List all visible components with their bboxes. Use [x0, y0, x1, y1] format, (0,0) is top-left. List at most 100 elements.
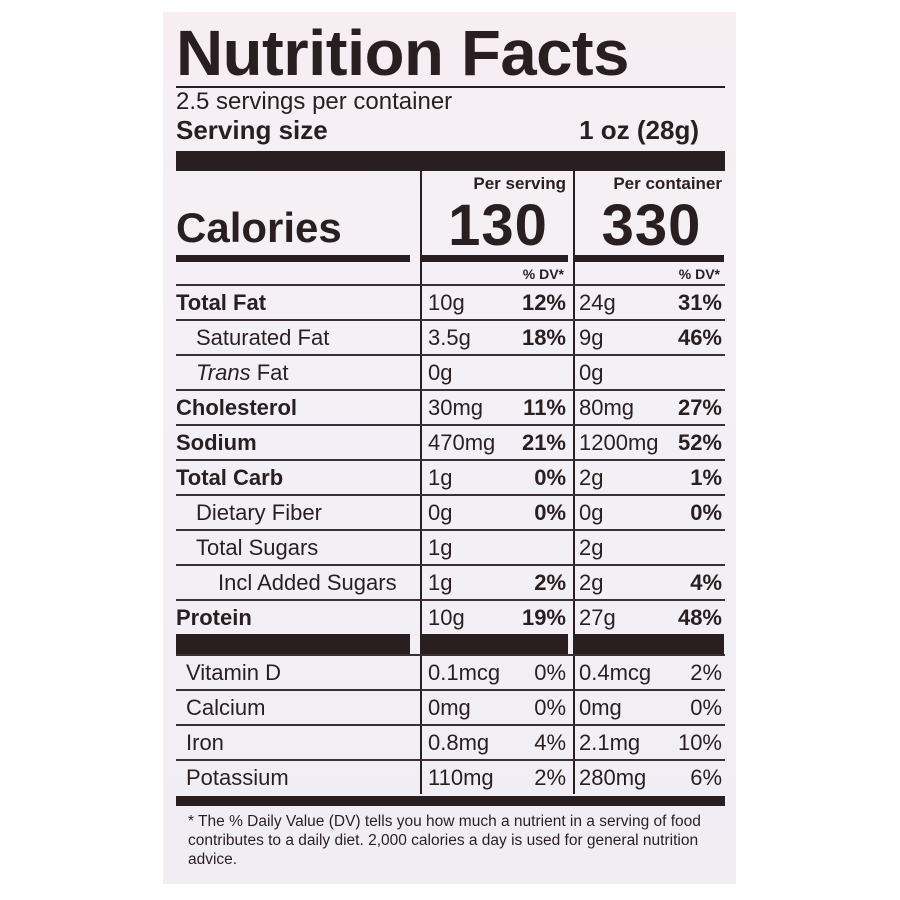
calories-divider [176, 255, 725, 262]
nutrient-row: Total Fat 10g 12% 24g 31% [176, 284, 725, 319]
column-header-row: Per serving Per container [176, 171, 725, 197]
per-container-cell: 2g 1% [573, 461, 724, 494]
per-container-cell: 27g 48% [573, 601, 724, 634]
per-container-cell: 0mg 0% [573, 691, 724, 724]
per-container-cell: 2.1mg 10% [573, 726, 724, 759]
amount: 0.4mcg [579, 660, 652, 685]
daily-value-footnote: * The % Daily Value (DV) tells you how m… [188, 813, 701, 868]
nutrient-name: Dietary Fiber [196, 500, 322, 525]
per-container-cell: 280mg 6% [573, 761, 724, 794]
dv-header-serving: % DV* [420, 262, 568, 284]
vitamin-row: Vitamin D 0.1mcg 0% 0.4mcg 2% [176, 654, 725, 689]
daily-value: 1% [690, 465, 722, 490]
servings-per-container: 2.5 servings per container [176, 88, 453, 115]
daily-value: 0% [534, 695, 566, 720]
amount: 110mg [428, 765, 494, 790]
vitamin-name: Potassium [186, 765, 289, 790]
nutrient-name: Total Fat [176, 290, 267, 315]
daily-value: 19% [521, 605, 566, 630]
per-serving-header: Per serving [420, 171, 568, 197]
per-serving-cell: 0.8mg 4% [420, 726, 568, 759]
amount: 2.1mg [579, 730, 641, 755]
per-container-cell: 2g 4% [573, 566, 724, 599]
daily-value: 0% [690, 695, 722, 720]
amount: 9g [579, 325, 604, 350]
daily-value: 0% [690, 500, 722, 525]
nutrient-row: Dietary Fiber 0g 0% 0g 0% [176, 494, 725, 529]
daily-value: 21% [521, 430, 566, 455]
per-container-cell: 2g [573, 531, 724, 564]
daily-value: 2% [534, 765, 566, 790]
serving-size-row: Serving size 1 oz (28g) [176, 115, 725, 145]
per-container-cell: 24g 31% [573, 286, 724, 319]
daily-value: 27% [677, 395, 722, 420]
per-serving-cell: 10g 19% [420, 601, 568, 634]
nutrient-row: Total Carb 1g 0% 2g 1% [176, 459, 725, 494]
serving-size-label: Serving size [176, 115, 328, 145]
daily-value: 2% [690, 660, 722, 685]
daily-value: 0% [534, 465, 566, 490]
per-serving-cell: 3.5g 18% [420, 321, 568, 354]
per-serving-cell: 0.1mcg 0% [420, 656, 568, 689]
per-serving-cell: 1g 2% [420, 566, 568, 599]
nutrient-row: Total Sugars 1g 2g [176, 529, 725, 564]
nutrient-row: Protein 10g 19% 27g 48% [176, 599, 725, 634]
per-container-cell: 0g 0% [573, 496, 724, 529]
nutrient-name: Total Sugars [196, 535, 319, 560]
per-serving-cell: 1g 0% [420, 461, 568, 494]
calories-per-container: 330 [573, 197, 724, 255]
calories-row: Calories 130 330 [176, 197, 725, 255]
amount: 1200mg [579, 430, 659, 455]
amount: 1g [428, 465, 453, 490]
vitamin-divider [176, 634, 725, 654]
daily-value: 46% [677, 325, 722, 350]
per-serving-cell: 30mg 11% [420, 391, 568, 424]
amount: 0g [579, 360, 604, 385]
nutrient-name: Total Carb [176, 465, 284, 490]
amount: 1g [428, 570, 453, 595]
amount: 0.8mg [428, 730, 490, 755]
per-container-cell: 80mg 27% [573, 391, 724, 424]
per-container-cell: 0g [573, 356, 724, 389]
footnote-divider [176, 796, 725, 806]
amount: 0mg [428, 695, 471, 720]
nutrient-name: Protein [176, 605, 252, 630]
amount: 1g [428, 535, 453, 560]
nutrient-name: Sodium [176, 430, 257, 455]
amount: 0.1mcg [428, 660, 501, 685]
amount: 80mg [579, 395, 635, 420]
daily-value: 2% [534, 570, 566, 595]
vitamin-name: Vitamin D [186, 660, 281, 685]
daily-value: 48% [677, 605, 722, 630]
amount: 280mg [579, 765, 647, 790]
per-serving-cell: 10g 12% [420, 286, 568, 319]
per-serving-cell: 110mg 2% [420, 761, 568, 794]
serving-size-value: 1 oz (28g) [579, 115, 699, 145]
vitamin-row: Calcium 0mg 0% 0mg 0% [176, 689, 725, 724]
nutrient-name: Trans Fat [196, 360, 289, 385]
per-container-cell: 9g 46% [573, 321, 724, 354]
amount: 470mg [428, 430, 496, 455]
per-serving-cell: 0g 0% [420, 496, 568, 529]
amount: 0g [428, 360, 453, 385]
amount: 0g [579, 500, 604, 525]
amount: 10g [428, 605, 465, 630]
amount: 0g [428, 500, 453, 525]
calories-per-serving: 130 [420, 197, 568, 255]
daily-value: 31% [677, 290, 722, 315]
amount: 2g [579, 570, 604, 595]
nutrition-facts-panel: Nutrition Facts 2.5 servings per contain… [176, 20, 725, 869]
amount: 0mg [579, 695, 622, 720]
per-container-cell: 1200mg 52% [573, 426, 724, 459]
nutrient-row: Trans Fat 0g 0g [176, 354, 725, 389]
nutrient-row: Sodium 470mg 21% 1200mg 52% [176, 424, 725, 459]
amount: 3.5g [428, 325, 471, 350]
nutrient-row: Cholesterol 30mg 11% 80mg 27% [176, 389, 725, 424]
per-container-header: Per container [573, 171, 724, 197]
calories-label: Calories [176, 204, 342, 251]
per-serving-cell: 470mg 21% [420, 426, 568, 459]
nutrient-name: Incl Added Sugars [218, 570, 397, 595]
divider [176, 86, 725, 88]
per-serving-cell: 0g [420, 356, 568, 389]
amount: 2g [579, 465, 604, 490]
